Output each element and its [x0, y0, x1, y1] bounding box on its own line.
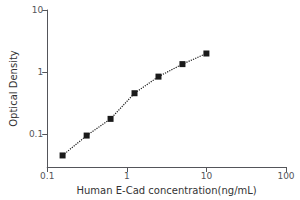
svg-text:10: 10 [201, 171, 213, 181]
svg-text:100: 100 [277, 171, 294, 181]
svg-text:10: 10 [32, 5, 44, 15]
svg-text:0.1: 0.1 [40, 171, 54, 181]
svg-text:Human E-Cad concentration(ng/m: Human E-Cad concentration(ng/mL) [76, 185, 256, 196]
svg-text:1: 1 [37, 67, 43, 77]
svg-text:Optical Density: Optical Density [8, 50, 19, 127]
svg-text:0.1: 0.1 [29, 129, 43, 139]
svg-text:1: 1 [124, 171, 130, 181]
